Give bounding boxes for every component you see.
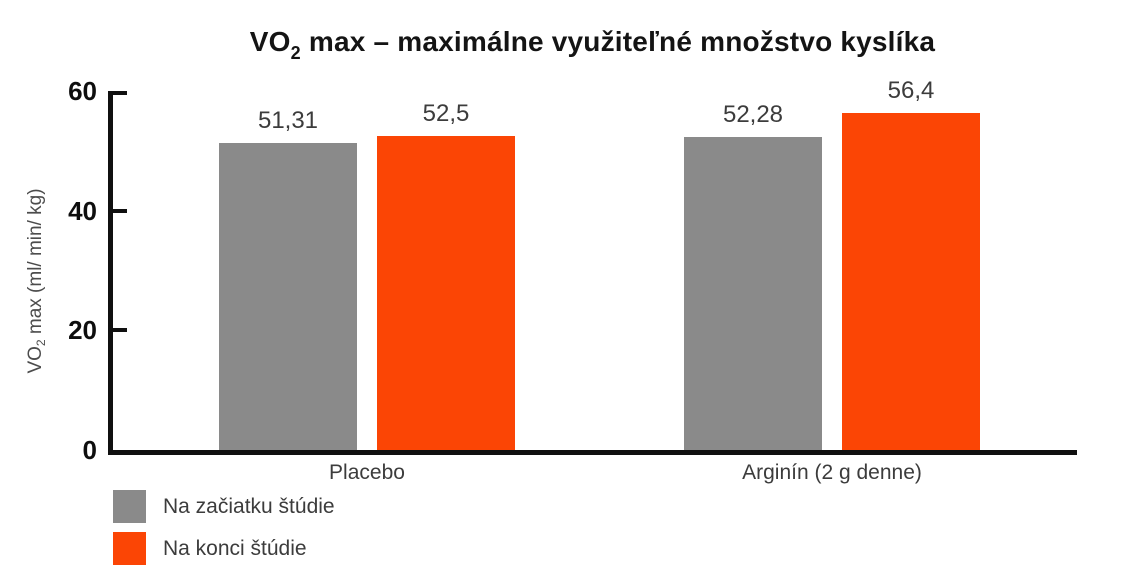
legend-swatch (113, 490, 146, 523)
y-tick-mark (113, 328, 127, 333)
y-tick-label: 0 (82, 435, 97, 465)
legend-item: Na konci štúdie (113, 532, 335, 565)
y-tick-label: 40 (68, 195, 97, 226)
plot-area: 0 20 40 60 51,31 52,5 Placebo 52,28 56,4 Arginín … (68, 76, 1077, 484)
legend-label: Na konci štúdie (163, 537, 307, 560)
bar-value-label: 56,4 (887, 76, 935, 104)
bar-value-label: 51,31 (257, 107, 319, 134)
y-axis-label-rest: max (ml/ min/ kg) (25, 188, 46, 340)
legend: Na začiatku štúdie Na konci štúdie (113, 490, 335, 565)
legend-swatch (113, 532, 146, 565)
y-tick-mark (113, 91, 127, 95)
bar-value-label: 52,28 (722, 101, 784, 129)
chart-title-prefix: VO (249, 26, 291, 57)
chart-title-rest: max – maximálne využiteľné množstvo kysl… (300, 26, 936, 57)
y-axis-label-subscript: 2 (34, 339, 48, 347)
bar-value-label: 52,5 (422, 99, 470, 127)
chart-title-subscript: 2 (290, 43, 301, 63)
bar (684, 137, 822, 450)
bar (377, 135, 515, 450)
y-tick-label: 60 (68, 76, 97, 106)
legend-item: Na začiatku štúdie (113, 490, 335, 523)
y-axis-label-prefix: VO (25, 346, 46, 374)
y-tick-mark (113, 208, 127, 213)
x-category-label: Arginín (2 g denne) (742, 461, 922, 484)
bar (842, 112, 980, 450)
legend-label: Na začiatku štúdie (163, 495, 335, 518)
y-tick-label: 20 (68, 315, 97, 346)
y-axis-label: VO2 max (ml/ min/ kg) (25, 188, 48, 374)
x-category-label: Placebo (329, 461, 405, 484)
chart-title: VO2 max – maximálne využiteľné množstvo … (108, 26, 1077, 63)
bar (219, 143, 357, 450)
